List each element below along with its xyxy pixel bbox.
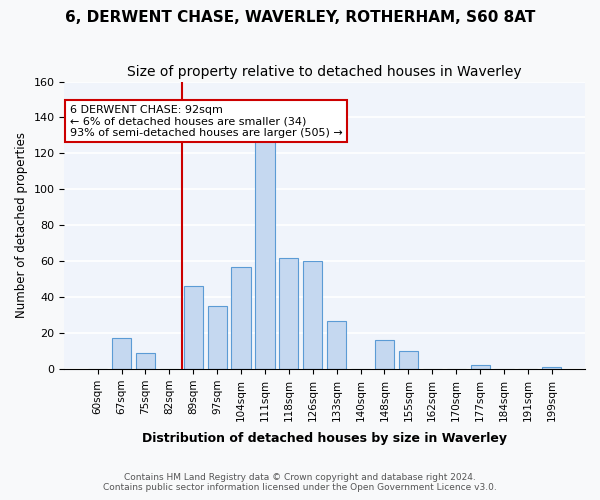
- Bar: [136, 353, 155, 369]
- Text: Contains HM Land Registry data © Crown copyright and database right 2024.
Contai: Contains HM Land Registry data © Crown c…: [103, 472, 497, 492]
- Text: 6 DERWENT CHASE: 92sqm
← 6% of detached houses are smaller (34)
93% of semi-deta: 6 DERWENT CHASE: 92sqm ← 6% of detached …: [70, 104, 343, 138]
- Bar: [112, 338, 131, 369]
- Title: Size of property relative to detached houses in Waverley: Size of property relative to detached ho…: [127, 65, 522, 79]
- Bar: [184, 286, 203, 369]
- Bar: [232, 266, 251, 369]
- Bar: [327, 320, 346, 369]
- Bar: [375, 340, 394, 369]
- Bar: [470, 366, 490, 369]
- Bar: [256, 141, 275, 369]
- X-axis label: Distribution of detached houses by size in Waverley: Distribution of detached houses by size …: [142, 432, 507, 445]
- Bar: [279, 258, 298, 369]
- Bar: [208, 306, 227, 369]
- Y-axis label: Number of detached properties: Number of detached properties: [15, 132, 28, 318]
- Bar: [399, 351, 418, 369]
- Text: 6, DERWENT CHASE, WAVERLEY, ROTHERHAM, S60 8AT: 6, DERWENT CHASE, WAVERLEY, ROTHERHAM, S…: [65, 10, 535, 25]
- Bar: [303, 261, 322, 369]
- Bar: [542, 367, 562, 369]
